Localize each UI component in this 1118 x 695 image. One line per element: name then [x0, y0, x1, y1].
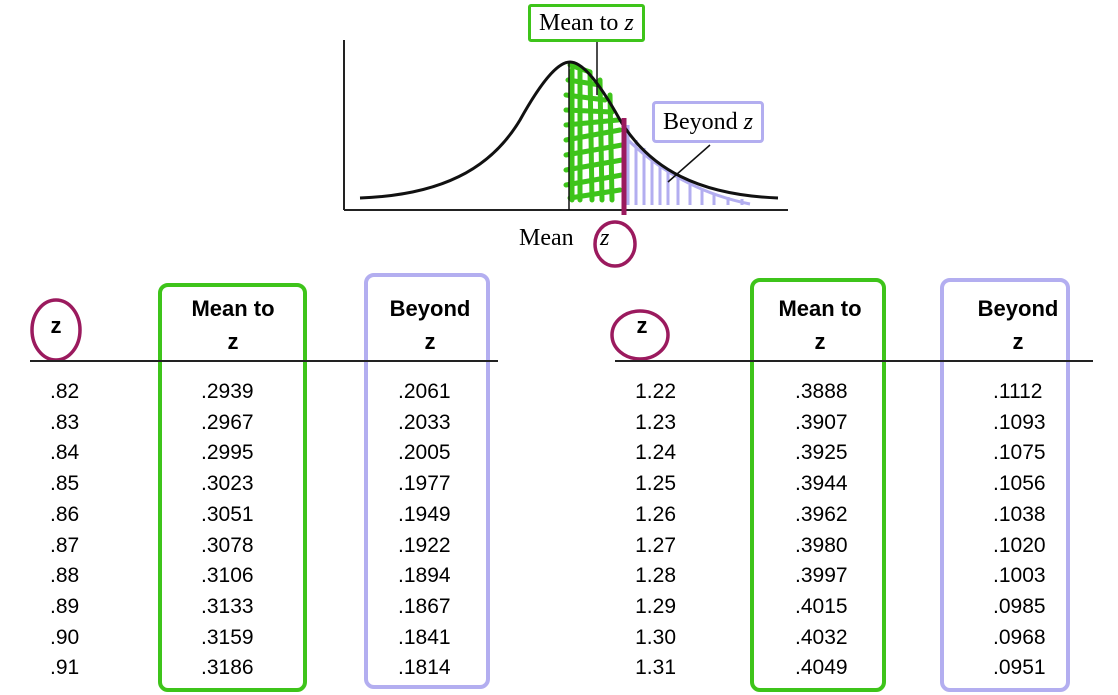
left-header-mean-to-z: Mean to z — [191, 296, 275, 354]
table-cell: 1.22 — [635, 380, 676, 403]
table-cell: .2061 — [398, 380, 451, 403]
right-z-column: 1.22 1.23 1.24 1.25 1.26 1.27 1.28 1.29 … — [600, 377, 676, 684]
table-cell: .2939 — [201, 380, 254, 403]
table-cell: .1977 — [398, 472, 451, 496]
table-cell: .3078 — [201, 533, 254, 557]
left-z-column: .82 .83 .84 .85 .86 .87 .88 .89 .90 .91 — [50, 377, 79, 684]
right-header-beyond-z: Beyond z — [977, 296, 1059, 354]
table-cell: .2995 — [201, 441, 254, 465]
table-cell: .91 — [50, 656, 80, 680]
table-cell: .82 — [50, 380, 80, 403]
table-cell: .3186 — [201, 656, 254, 680]
table-cell: .1093 — [993, 410, 1046, 434]
table-cell: 1.23 — [635, 410, 676, 434]
table-cell: .1949 — [398, 502, 451, 526]
table-cell: .0985 — [993, 594, 1046, 618]
table-cell: .1867 — [398, 594, 451, 618]
table-cell: .3159 — [201, 625, 254, 649]
table-cell: .1894 — [398, 564, 451, 588]
table-cell: .3997 — [795, 564, 848, 588]
beyond-z-pointer — [667, 144, 711, 183]
beyond-z-shading — [626, 125, 751, 206]
table-cell: .4032 — [795, 625, 848, 649]
table-cell: .0968 — [993, 625, 1046, 649]
table-cell: .3023 — [201, 472, 254, 496]
left-mean-to-z-highlight — [158, 283, 307, 692]
bell-curve — [359, 60, 779, 200]
right-z-header-circle — [610, 309, 670, 361]
table-cell: 1.28 — [635, 564, 676, 588]
right-header-rule — [615, 360, 1093, 362]
right-mean-to-z-highlight — [750, 278, 886, 692]
table-cell: .90 — [50, 625, 80, 649]
table-cell: 1.26 — [635, 502, 676, 526]
right-header-mean-to-z: Mean to z — [778, 296, 862, 354]
table-cell: 1.31 — [635, 656, 676, 680]
table-cell: .2005 — [398, 441, 451, 465]
table-cell: 1.25 — [635, 472, 676, 496]
table-cell: .3106 — [201, 564, 254, 588]
left-mean-to-z-column: .2939 .2967 .2995 .3023 .3051 .3078 .310… — [201, 377, 254, 684]
table-cell: .84 — [50, 441, 80, 465]
left-header-z: z — [50, 313, 62, 338]
table-cell: .1003 — [993, 564, 1046, 588]
right-mean-to-z-column: .3888 .3907 .3925 .3944 .3962 .3980 .399… — [795, 377, 848, 684]
right-header-z: z — [636, 313, 648, 338]
mean-to-z-shading — [563, 62, 625, 203]
table-cell: .3944 — [795, 472, 848, 496]
table-cell: .3980 — [795, 533, 848, 557]
table-cell: .87 — [50, 533, 80, 557]
axis-mean-label: Mean — [519, 225, 574, 251]
table-cell: 1.30 — [635, 625, 676, 649]
table-cell: .3962 — [795, 502, 848, 526]
table-cell: .1056 — [993, 472, 1046, 496]
table-cell: .89 — [50, 594, 80, 618]
table-cell: .1841 — [398, 625, 451, 649]
right-beyond-z-column: .1112 .1093 .1075 .1056 .1038 .1020 .100… — [993, 377, 1046, 684]
table-cell: .4049 — [795, 656, 848, 680]
table-cell: .1020 — [993, 533, 1046, 557]
beyond-z-label: Beyond z — [652, 101, 765, 143]
mean-to-z-label: Mean to z — [528, 4, 645, 42]
left-beyond-z-highlight — [364, 273, 490, 689]
table-cell: .1038 — [993, 502, 1046, 526]
table-cell: .2033 — [398, 410, 451, 434]
table-cell: .1922 — [398, 533, 451, 557]
right-beyond-z-highlight — [940, 278, 1070, 692]
table-cell: .3925 — [795, 441, 848, 465]
z-axis-circle — [593, 220, 637, 268]
table-cell: .0951 — [993, 656, 1046, 680]
table-cell: .3907 — [795, 410, 848, 434]
left-beyond-z-column: .2061 .2033 .2005 .1977 .1949 .1922 .189… — [398, 377, 451, 684]
table-cell: .86 — [50, 502, 80, 526]
table-cell: .3888 — [795, 380, 848, 403]
table-cell: 1.24 — [635, 441, 676, 465]
table-cell: .85 — [50, 472, 80, 496]
table-cell: .83 — [50, 410, 80, 434]
table-cell: 1.29 — [635, 594, 676, 618]
table-cell: .4015 — [795, 594, 848, 618]
table-cell: .1075 — [993, 441, 1046, 465]
table-cell: .88 — [50, 564, 80, 588]
table-cell: 1.27 — [635, 533, 676, 557]
table-cell: .3133 — [201, 594, 254, 618]
table-cell: .1112 — [993, 380, 1043, 403]
table-cell: .2967 — [201, 410, 254, 434]
axis-z-label: z — [600, 225, 610, 251]
table-cell: .3051 — [201, 502, 254, 526]
left-header-beyond-z: Beyond z — [389, 296, 471, 354]
left-header-rule — [30, 360, 498, 362]
table-cell: .1814 — [398, 656, 451, 680]
